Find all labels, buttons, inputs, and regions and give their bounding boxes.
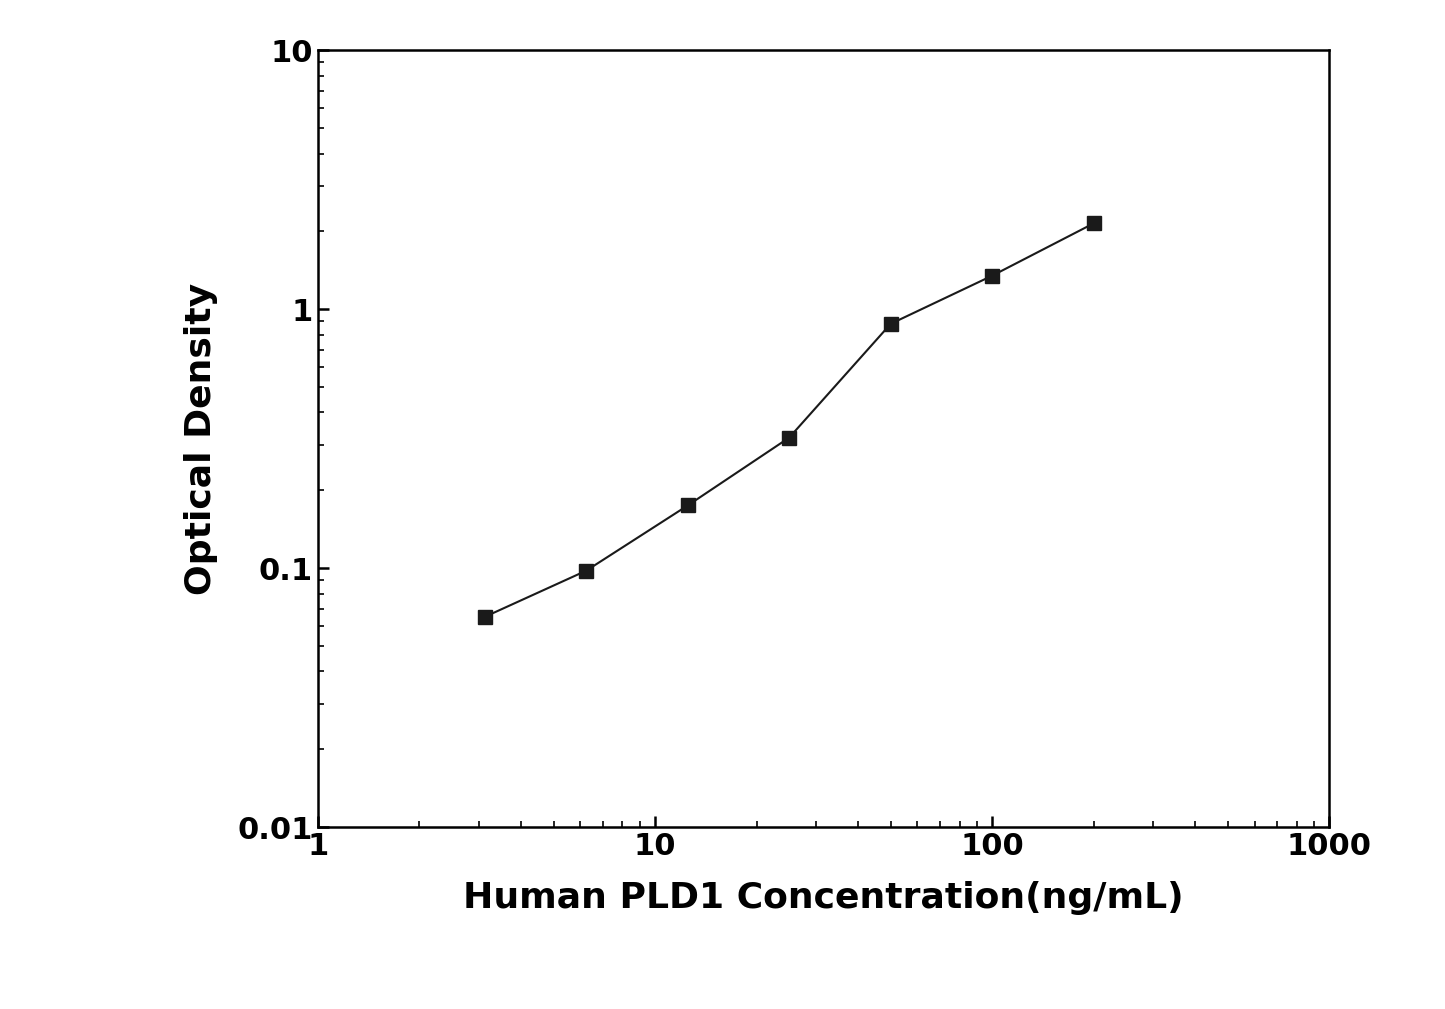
X-axis label: Human PLD1 Concentration(ng/mL): Human PLD1 Concentration(ng/mL): [464, 881, 1183, 915]
Y-axis label: Optical Density: Optical Density: [184, 283, 218, 595]
